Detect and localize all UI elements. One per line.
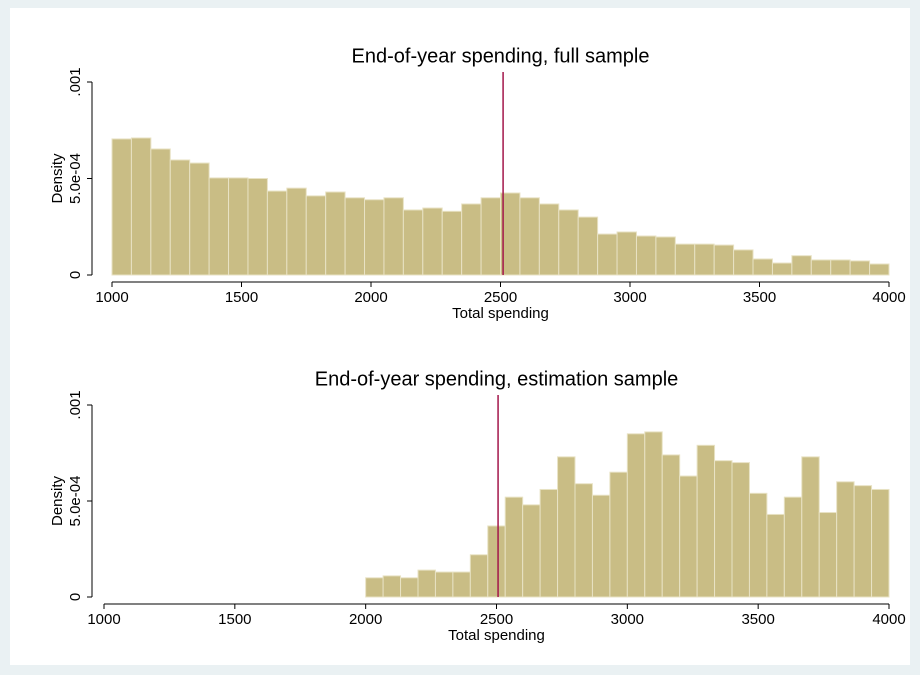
chart-title: End-of-year spending, full sample xyxy=(352,45,650,67)
bar xyxy=(591,494,611,598)
x-tick-label: 1000 xyxy=(87,611,120,628)
bar xyxy=(830,259,851,276)
x-axis-label: Total spending xyxy=(448,627,545,644)
y-tick-label: 5.0e-04 xyxy=(67,476,84,527)
x-tick-label: 2000 xyxy=(354,289,387,306)
bar xyxy=(417,569,436,598)
bar xyxy=(130,137,152,276)
bar xyxy=(189,162,210,276)
bar xyxy=(169,159,191,276)
bar xyxy=(344,197,366,276)
y-tick-label: 0 xyxy=(67,593,84,601)
bar xyxy=(487,525,506,598)
bar xyxy=(801,456,820,598)
bar xyxy=(402,209,424,276)
x-tick-label: 3000 xyxy=(611,611,644,628)
bar xyxy=(655,236,676,276)
bar xyxy=(400,577,419,598)
x-tick-label: 3500 xyxy=(743,289,776,306)
y-tick-label: 0 xyxy=(67,271,84,279)
bar xyxy=(558,209,579,276)
x-tick-label: 4000 xyxy=(872,611,905,628)
bar xyxy=(869,263,890,276)
x-tick-label: 1500 xyxy=(225,289,258,306)
bar xyxy=(574,483,593,598)
bar xyxy=(434,571,454,598)
x-tick-label: 4000 xyxy=(872,289,905,306)
bar xyxy=(609,471,628,598)
bar xyxy=(818,512,838,598)
x-tick-label: 3500 xyxy=(741,611,774,628)
y-axis-label: Density xyxy=(49,475,66,526)
bar xyxy=(452,571,471,598)
bar xyxy=(766,513,785,598)
bar xyxy=(674,243,696,276)
bar xyxy=(791,255,812,276)
bar xyxy=(577,216,599,276)
bar xyxy=(696,444,716,598)
bar xyxy=(111,138,132,276)
bar xyxy=(208,177,230,276)
bar xyxy=(810,259,832,276)
bar xyxy=(783,496,803,598)
bar xyxy=(644,431,663,598)
bar xyxy=(836,481,855,598)
bar xyxy=(635,235,657,276)
bar xyxy=(714,460,733,598)
y-axis-label: Density xyxy=(49,153,66,204)
x-axis-label: Total spending xyxy=(452,305,549,322)
bar xyxy=(305,195,327,276)
bar xyxy=(522,504,541,598)
bar xyxy=(480,197,502,276)
bar xyxy=(364,199,385,276)
bar xyxy=(771,262,793,276)
bar xyxy=(519,197,540,276)
x-tick-label: 1000 xyxy=(95,289,128,306)
y-tick-label: 5.0e-04 xyxy=(67,153,84,204)
bar xyxy=(441,210,463,276)
bar xyxy=(713,244,735,276)
bar xyxy=(849,260,871,276)
bar xyxy=(661,454,681,598)
bar xyxy=(597,233,618,276)
bar xyxy=(679,475,698,598)
y-tick-label: .001 xyxy=(67,67,84,96)
bar xyxy=(422,207,443,276)
x-tick-label: 1500 xyxy=(218,611,251,628)
bar xyxy=(538,203,560,276)
x-tick-label: 2500 xyxy=(480,611,513,628)
y-tick-label: .001 xyxy=(67,390,84,419)
bar xyxy=(286,187,307,276)
bar xyxy=(150,148,171,276)
bar xyxy=(626,433,646,598)
bar xyxy=(382,575,402,598)
bar xyxy=(325,191,346,276)
bar xyxy=(247,178,268,276)
x-tick-label: 2500 xyxy=(484,289,517,306)
bar xyxy=(228,177,249,276)
bar xyxy=(853,485,873,598)
bar xyxy=(752,258,773,276)
bar xyxy=(266,190,288,276)
bar xyxy=(733,249,754,276)
bar xyxy=(539,488,559,598)
bar xyxy=(383,197,404,276)
bar xyxy=(557,456,576,598)
bar xyxy=(469,554,489,598)
bar xyxy=(461,203,482,276)
bar xyxy=(504,496,524,598)
bar xyxy=(731,462,750,598)
x-tick-label: 2000 xyxy=(349,611,382,628)
chart-title: End-of-year spending, estimation sample xyxy=(315,368,679,390)
bar xyxy=(694,243,715,276)
bar xyxy=(871,488,890,598)
x-tick-label: 3000 xyxy=(613,289,646,306)
bar xyxy=(365,577,384,598)
bar xyxy=(748,492,768,598)
bar xyxy=(616,231,637,276)
